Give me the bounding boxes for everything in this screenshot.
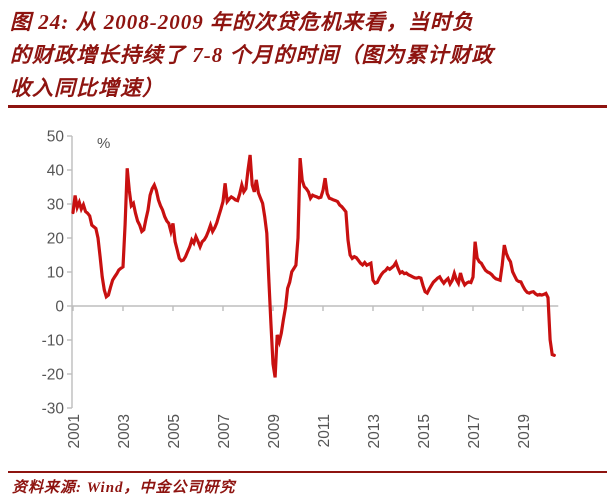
- title-divider: [8, 105, 607, 108]
- y-axis-label: 20: [47, 231, 65, 248]
- x-axis-label: 2003: [116, 414, 133, 448]
- figure-title-line-1: 图 24: 从 2008-2009 年的次贷危机来看，当时负: [10, 10, 474, 34]
- x-axis-label: 2015: [416, 414, 433, 448]
- line-chart: 50 40 30 20 10 0 -10 -20 -30 2001 2003 2005 2007 2009…: [0, 108, 615, 468]
- x-axis-label: 2005: [166, 414, 183, 448]
- x-axis-label: 2017: [466, 414, 483, 448]
- y-axis-label: -10: [42, 333, 65, 350]
- y-axis-label: -20: [42, 367, 65, 384]
- x-axis-label: 2001: [66, 414, 83, 448]
- y-axis-unit-label: %: [97, 135, 110, 152]
- figure-title-line-3: 收入同比增速）: [10, 76, 164, 100]
- y-axis-label: -30: [42, 401, 65, 418]
- x-axis-label: 2013: [366, 414, 383, 448]
- footer-divider: [8, 471, 607, 473]
- y-axis-label: 10: [47, 265, 65, 282]
- data-source-note: 资料来源: Wind，中金公司研究: [12, 480, 236, 496]
- y-axis-label: 50: [47, 129, 65, 146]
- figure-title-line-2: 的财政增长持续了 7-8 个月的时间（图为累计财政: [10, 43, 494, 67]
- y-axis-label: 40: [47, 163, 65, 180]
- y-axis-label: 30: [47, 197, 65, 214]
- fiscal-revenue-growth-line: [71, 154, 556, 378]
- x-axis-label: 2011: [316, 414, 333, 447]
- x-axis-label: 2019: [516, 414, 533, 448]
- x-axis-label: 2009: [266, 414, 283, 448]
- y-axis-label: 0: [55, 299, 64, 316]
- x-axis-label: 2007: [216, 414, 233, 448]
- figure-title: 图 24: 从 2008-2009 年的次贷危机来看，当时负 的财政增长持续了 …: [10, 6, 608, 105]
